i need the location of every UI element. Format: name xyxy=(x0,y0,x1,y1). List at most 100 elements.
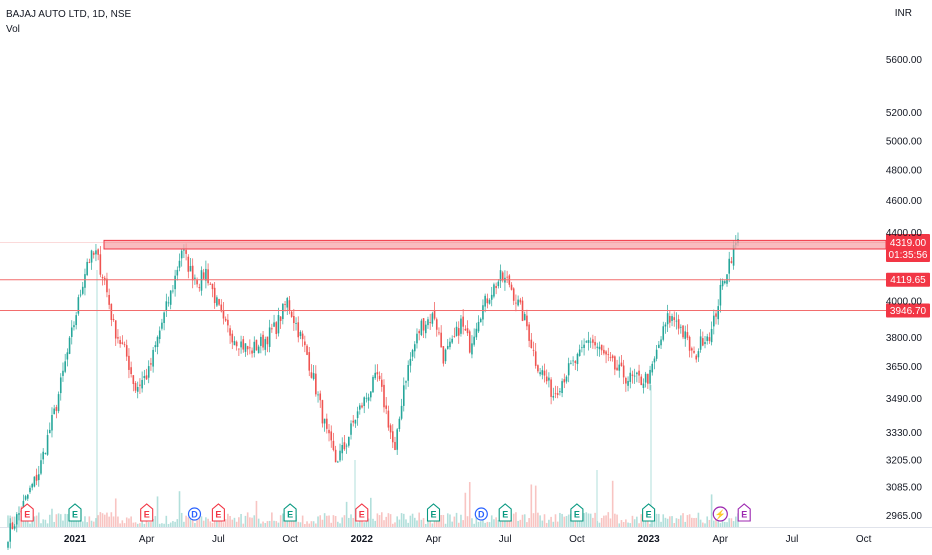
volume-bar xyxy=(108,516,110,527)
volume-bar xyxy=(53,521,55,527)
volume-bar xyxy=(609,518,612,527)
volume-bar xyxy=(341,517,344,527)
volume-bar xyxy=(330,522,333,527)
volume-bar xyxy=(629,523,632,527)
candle-body xyxy=(167,302,170,304)
volume-bar xyxy=(446,513,449,527)
candle-body xyxy=(345,445,348,447)
event-marker[interactable]: E xyxy=(642,503,656,522)
event-marker[interactable]: E xyxy=(20,503,34,522)
candle-body xyxy=(464,328,467,331)
candle-body xyxy=(717,306,720,320)
volume-bar xyxy=(730,518,733,527)
event-marker[interactable]: D xyxy=(474,507,488,521)
level-label-3946: 3946.70 xyxy=(890,306,927,317)
volume-bar xyxy=(554,514,557,527)
candle-body xyxy=(486,298,489,304)
volume-bar xyxy=(161,523,163,527)
candle-body xyxy=(68,337,71,354)
event-marker[interactable]: E xyxy=(498,503,512,522)
candle-body xyxy=(273,322,275,327)
symbol-title[interactable]: BAJAJ AUTO LTD, 1D, NSE xyxy=(6,9,132,20)
volume-bar xyxy=(519,519,522,527)
candle-body xyxy=(194,277,196,279)
candle-body xyxy=(589,341,592,343)
candle-body xyxy=(101,276,104,279)
candle-body xyxy=(150,363,152,365)
volume-bar xyxy=(73,517,75,527)
volume-bar xyxy=(616,514,618,527)
candle-body xyxy=(29,487,31,493)
volume-bar xyxy=(510,520,513,527)
candle-body xyxy=(585,341,588,343)
candle-body xyxy=(99,254,102,275)
candle-body xyxy=(431,313,434,324)
candle-body xyxy=(581,347,583,349)
volume-bar xyxy=(13,516,16,527)
x-tick-label: Jul xyxy=(212,534,225,545)
candle-body xyxy=(343,442,346,450)
event-marker[interactable]: E xyxy=(140,503,154,522)
volume-bar xyxy=(77,516,80,527)
event-marker[interactable]: E xyxy=(570,503,584,522)
candle-body xyxy=(62,370,64,376)
event-marker[interactable]: E xyxy=(355,503,369,522)
event-marker-label: E xyxy=(24,510,30,520)
candle-body xyxy=(180,250,183,259)
candle-body xyxy=(554,393,557,395)
volume-bar xyxy=(117,516,119,527)
candle-body xyxy=(128,355,130,370)
event-marker[interactable]: ⚡ xyxy=(712,506,728,522)
event-marker[interactable]: D xyxy=(187,507,202,521)
candle-body xyxy=(92,252,95,255)
candle-body xyxy=(262,334,264,348)
candle-body xyxy=(213,287,216,304)
candle-body xyxy=(73,325,75,328)
volume-bar xyxy=(224,519,227,527)
candle-body xyxy=(449,341,451,348)
event-marker[interactable]: E xyxy=(211,503,225,522)
x-tick-label: 2021 xyxy=(64,534,87,545)
event-marker[interactable]: E xyxy=(426,503,441,522)
event-marker[interactable]: E xyxy=(283,503,297,522)
candle-body xyxy=(22,500,25,511)
volume-bar xyxy=(697,512,700,527)
volume-bar xyxy=(735,516,737,527)
candle-body xyxy=(603,349,605,354)
x-tick-label: Jul xyxy=(786,534,799,545)
candle-body xyxy=(174,275,176,290)
candle-body xyxy=(563,379,566,383)
volume-bar xyxy=(55,514,58,527)
volume-bar xyxy=(167,523,170,527)
event-marker[interactable]: E xyxy=(68,503,82,522)
event-marker[interactable]: E xyxy=(737,503,751,522)
candle-body xyxy=(363,397,366,407)
volume-bar xyxy=(398,519,401,527)
volume-bar xyxy=(361,519,363,527)
x-tick-label: Jul xyxy=(499,534,512,545)
volume-bar xyxy=(79,516,82,527)
candle-body xyxy=(389,425,392,433)
volume-bar xyxy=(409,515,412,527)
candle-body xyxy=(288,300,291,311)
volume-bar xyxy=(605,515,607,527)
volume-bar xyxy=(68,517,71,527)
volume-bar xyxy=(301,515,304,527)
candle-body xyxy=(319,393,322,401)
volume-bar xyxy=(559,512,561,527)
y-tick-label: 5000.00 xyxy=(886,136,923,147)
candle-body xyxy=(583,344,585,349)
candle-body xyxy=(662,326,665,340)
volume-bar xyxy=(578,521,581,527)
volume-bar xyxy=(31,518,33,527)
volume-indicator-label[interactable]: Vol xyxy=(6,24,20,35)
candle-body xyxy=(728,258,731,274)
candle-body xyxy=(95,250,97,255)
candle-body xyxy=(655,349,658,359)
volume-bar xyxy=(662,514,665,527)
volume-bar xyxy=(548,519,550,527)
candle-body xyxy=(222,310,225,319)
volume-bar xyxy=(103,514,106,527)
